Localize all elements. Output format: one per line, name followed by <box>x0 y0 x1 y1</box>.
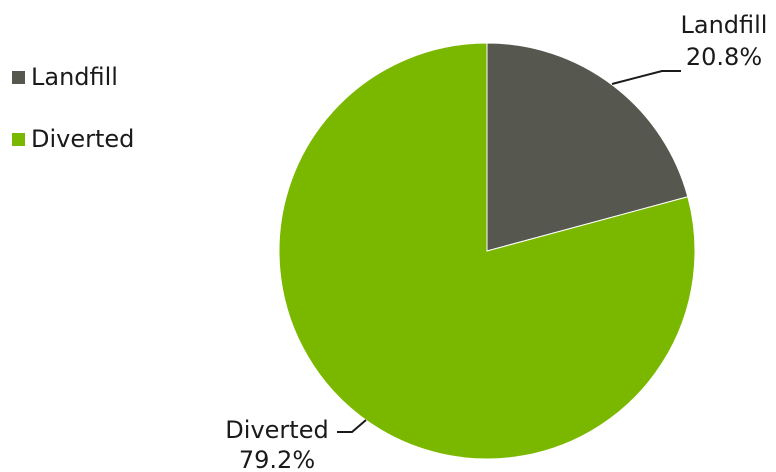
legend: Landfill Diverted <box>12 62 134 186</box>
leader-line-landfill <box>611 70 681 85</box>
legend-item-diverted: Diverted <box>12 124 134 154</box>
data-label-landfill-category: Landfill <box>681 11 768 39</box>
pie-slice-diverted <box>278 42 696 460</box>
legend-swatch-landfill <box>12 70 25 84</box>
legend-label-landfill: Landfill <box>31 63 118 91</box>
pie-slice-landfill <box>486 42 689 252</box>
data-label-diverted-category: Diverted <box>225 416 328 444</box>
legend-label-diverted: Diverted <box>31 125 135 153</box>
legend-item-landfill: Landfill <box>12 62 134 92</box>
leader-line-diverted <box>337 419 367 433</box>
leader-lines <box>337 70 681 433</box>
data-label-landfill-value: 20.8% <box>686 43 762 71</box>
legend-swatch-diverted <box>12 132 25 146</box>
pie-slices <box>278 42 696 460</box>
data-label-diverted-value: 79.2% <box>239 446 315 472</box>
